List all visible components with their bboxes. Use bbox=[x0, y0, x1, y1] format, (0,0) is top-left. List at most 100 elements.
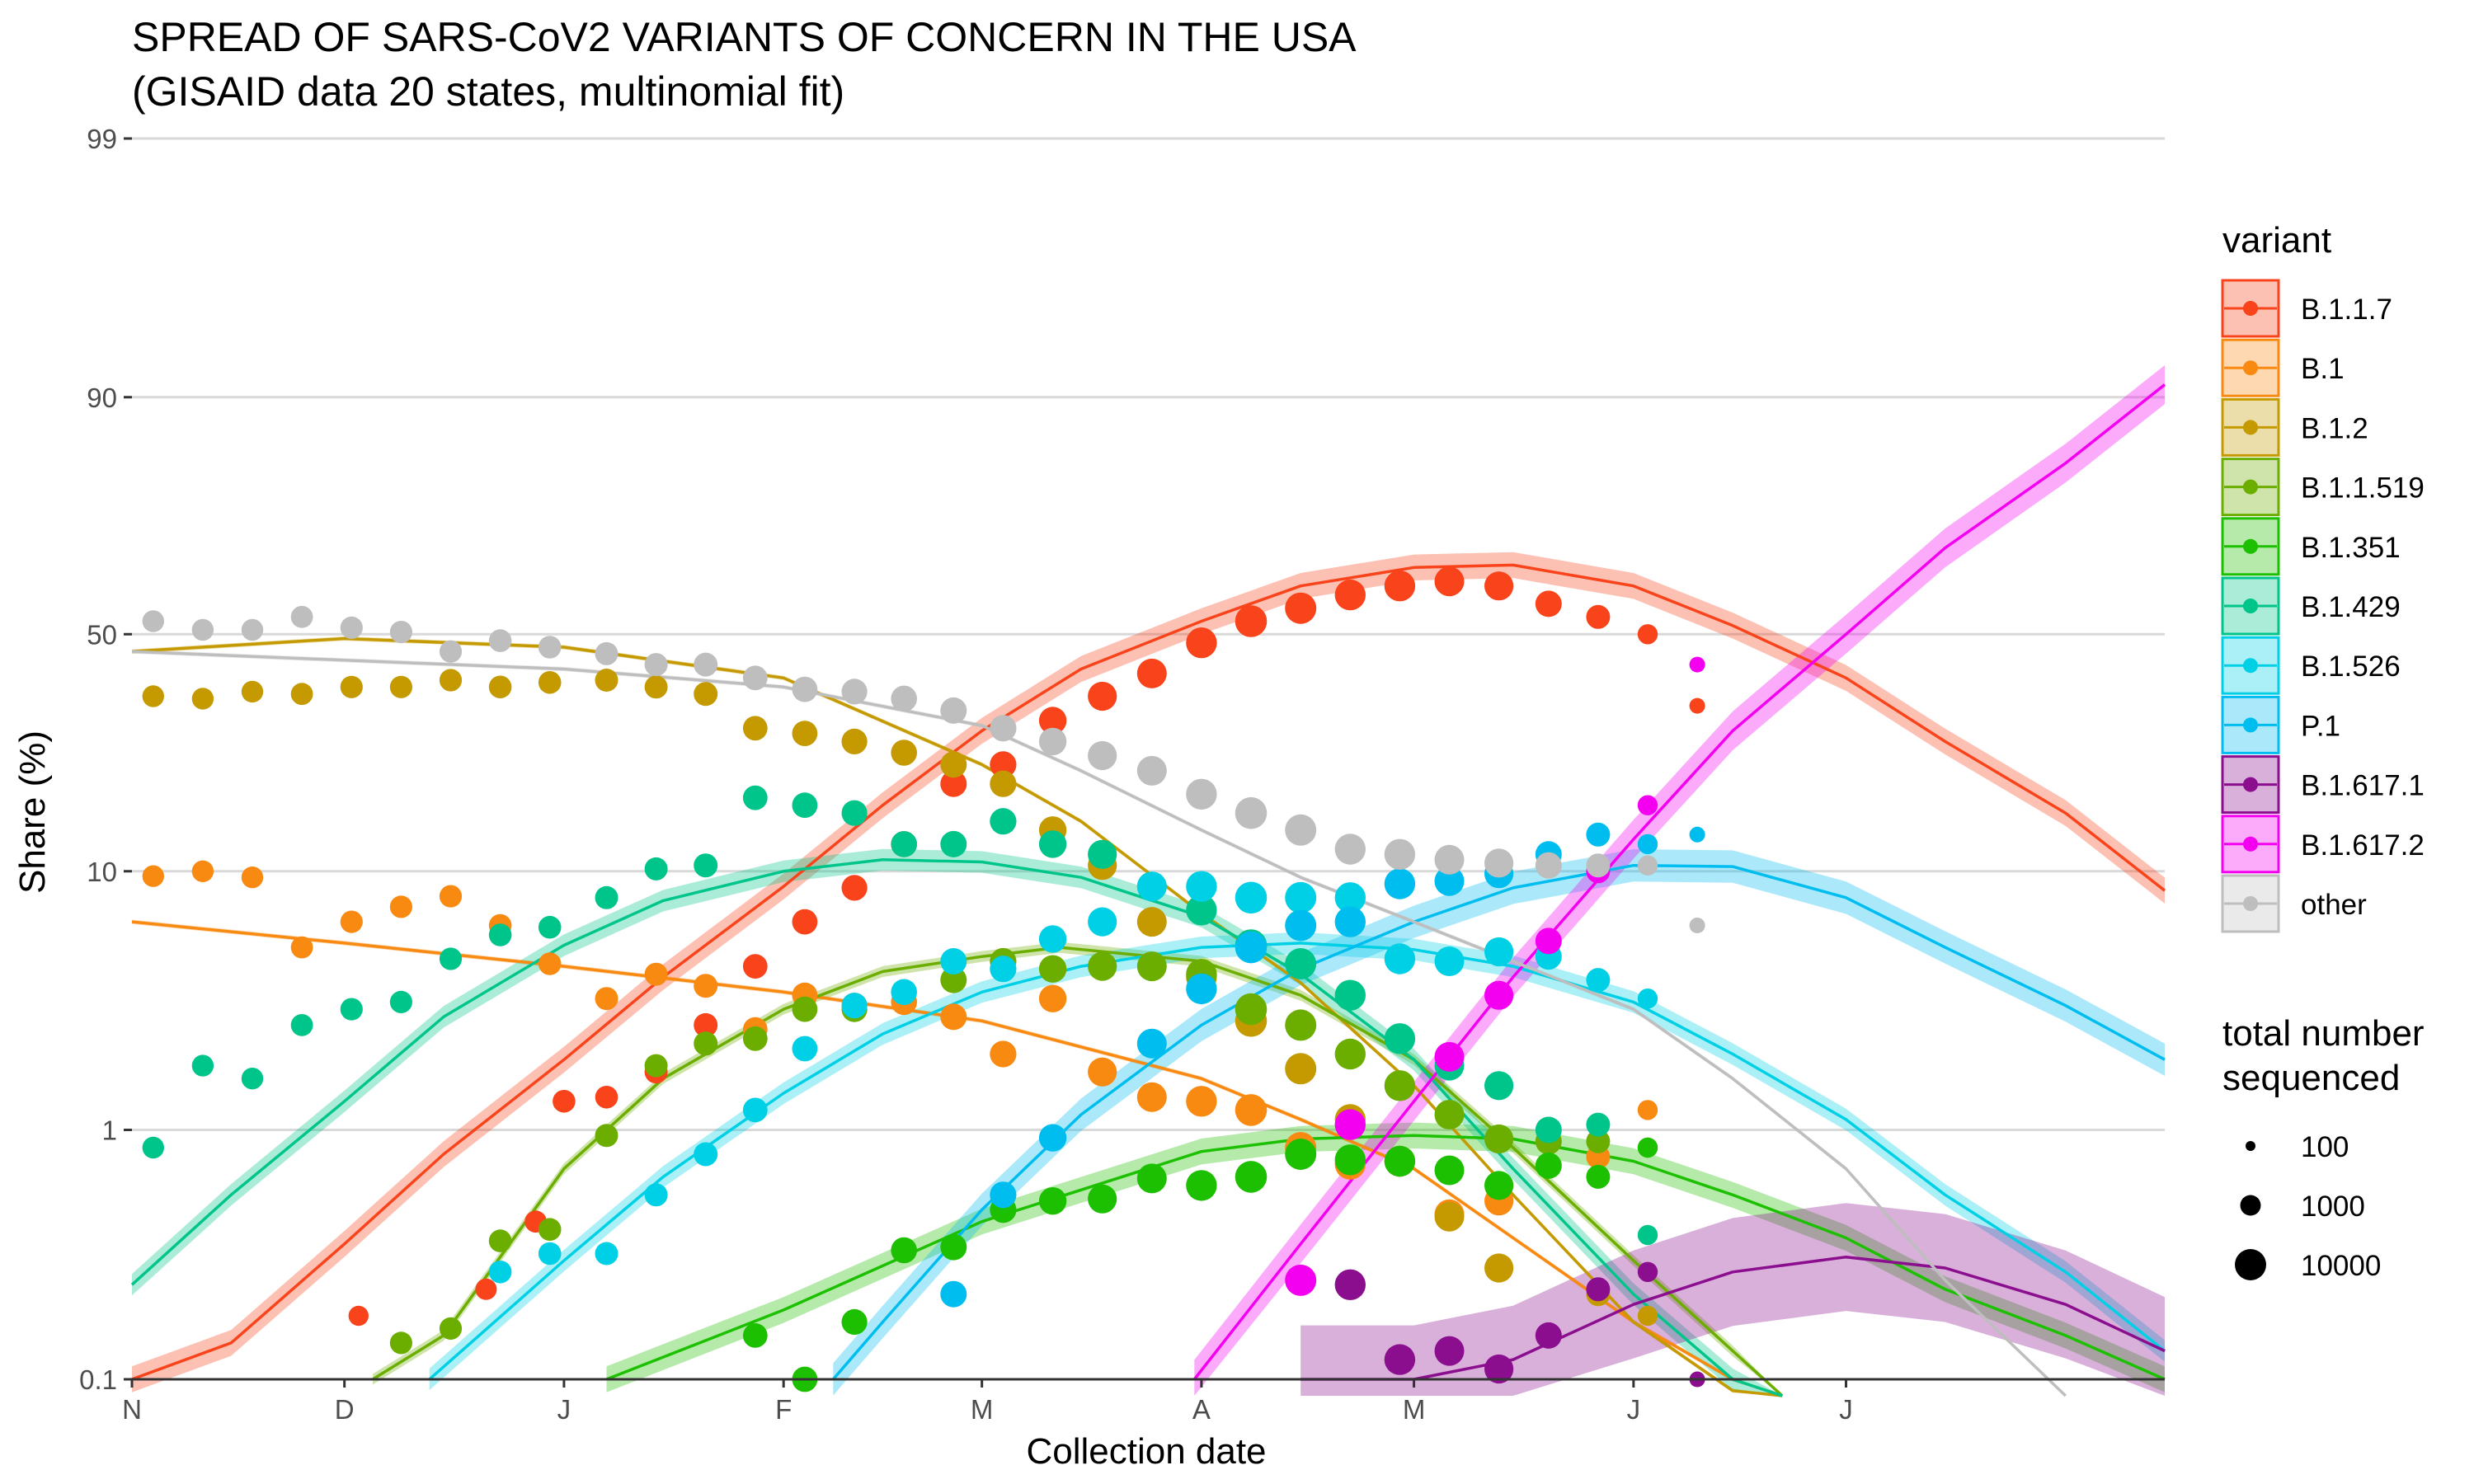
point-B.1.617.2 bbox=[1637, 795, 1658, 815]
point-other bbox=[990, 715, 1017, 742]
point-B.1.429 bbox=[1088, 839, 1117, 869]
point-B.1.1.519 bbox=[1285, 1009, 1317, 1041]
point-B.1.1.519 bbox=[488, 1229, 512, 1252]
point-B.1.351 bbox=[1285, 1139, 1317, 1170]
point-B.1.617.1 bbox=[1637, 1261, 1658, 1283]
point-B.1.526 bbox=[940, 948, 967, 974]
fit-line-other bbox=[131, 650, 2067, 1397]
band-B.1.351 bbox=[606, 1122, 2165, 1392]
point-B.1.429 bbox=[1038, 830, 1067, 858]
x-tick-label: A bbox=[1192, 1394, 1211, 1425]
point-B.1.429 bbox=[1334, 979, 1366, 1011]
point-B.1.2 bbox=[990, 770, 1017, 797]
point-B.1.351 bbox=[841, 1308, 868, 1336]
point-B.1.526 bbox=[1384, 943, 1416, 974]
point-B.1.526 bbox=[488, 1261, 512, 1284]
point-other bbox=[290, 605, 313, 628]
point-B.1.429 bbox=[891, 831, 917, 857]
y-tick-label: 50 bbox=[87, 619, 117, 650]
point-B.1 bbox=[290, 936, 313, 959]
point-other bbox=[1586, 853, 1611, 878]
point-other bbox=[538, 636, 562, 659]
point-P.1 bbox=[1637, 834, 1658, 855]
point-B.1.429 bbox=[538, 915, 562, 939]
point-B.1.2 bbox=[538, 671, 562, 694]
point-B.1 bbox=[940, 1003, 967, 1031]
point-B.1.1.7 bbox=[792, 909, 818, 935]
x-tick-label: D bbox=[335, 1394, 355, 1425]
point-P.1 bbox=[1136, 1028, 1167, 1059]
y-tick-label: 99 bbox=[87, 124, 117, 154]
point-B.1.351 bbox=[891, 1237, 917, 1264]
point-P.1 bbox=[940, 1280, 967, 1308]
point-B.1.1.7 bbox=[1235, 605, 1268, 637]
point-B.1.617.2 bbox=[1285, 1264, 1317, 1296]
y-tick-label: 1 bbox=[102, 1115, 117, 1146]
point-other bbox=[1637, 855, 1658, 876]
legend-dot-B.1.1.7 bbox=[2243, 301, 2258, 316]
point-B.1.526 bbox=[990, 956, 1017, 983]
point-B.1 bbox=[1088, 1057, 1117, 1087]
point-B.1.617.1 bbox=[1484, 1354, 1514, 1384]
point-B.1.1.7 bbox=[1637, 624, 1658, 645]
point-other bbox=[1384, 838, 1416, 870]
point-P.1 bbox=[1586, 822, 1611, 847]
point-B.1.1.7 bbox=[1384, 571, 1416, 602]
point-other bbox=[1434, 844, 1465, 875]
point-B.1.429 bbox=[1586, 1112, 1611, 1137]
legend-label-B.1.526: B.1.526 bbox=[2301, 650, 2401, 683]
point-B.1.2 bbox=[644, 675, 668, 699]
point-B.1.1.7 bbox=[1088, 681, 1117, 711]
point-B.1.617.1 bbox=[1586, 1277, 1611, 1302]
point-P.1 bbox=[1689, 826, 1705, 843]
legend-label-B.1.2: B.1.2 bbox=[2301, 412, 2368, 444]
x-tick-label: F bbox=[775, 1394, 792, 1425]
band-B.1.617.1 bbox=[1300, 1203, 2165, 1396]
point-B.1.2 bbox=[694, 682, 718, 707]
point-B.1.2 bbox=[488, 675, 512, 699]
chart-subtitle: (GISAID data 20 states, multinomial fit) bbox=[132, 68, 844, 115]
x-tick-label: J bbox=[1839, 1394, 1853, 1425]
legend-dot-B.1.526 bbox=[2243, 658, 2258, 674]
point-B.1.429 bbox=[595, 885, 618, 909]
point-B.1.429 bbox=[241, 1068, 264, 1090]
point-B.1.429 bbox=[488, 923, 512, 946]
legend-title: variant bbox=[2222, 220, 2331, 261]
point-B.1.429 bbox=[1484, 1071, 1514, 1101]
point-other bbox=[241, 618, 264, 641]
point-B.1.2 bbox=[1484, 1253, 1514, 1283]
point-B.1.2 bbox=[841, 728, 868, 755]
point-B.1.2 bbox=[439, 669, 463, 692]
point-P.1 bbox=[1434, 866, 1465, 896]
legend-dot-B.1.351 bbox=[2243, 538, 2258, 554]
point-B.1.351 bbox=[1334, 1144, 1366, 1176]
size-legend-dot bbox=[2246, 1141, 2255, 1151]
point-B.1.429 bbox=[389, 990, 412, 1013]
point-B.1.1.519 bbox=[1136, 951, 1167, 982]
point-other bbox=[439, 640, 463, 663]
point-other bbox=[142, 610, 164, 632]
size-legend-label: 1000 bbox=[2301, 1190, 2365, 1223]
point-B.1.617.1 bbox=[1535, 1322, 1562, 1349]
point-B.1.617.2 bbox=[1689, 656, 1705, 673]
point-B.1.351 bbox=[1088, 1184, 1117, 1214]
point-B.1.351 bbox=[742, 1323, 768, 1348]
point-B.1.351 bbox=[940, 1233, 967, 1261]
y-axis-title: Share (%) bbox=[12, 730, 53, 894]
point-B.1.2 bbox=[241, 680, 264, 703]
point-B.1.1.7 bbox=[348, 1305, 369, 1327]
point-P.1 bbox=[1334, 906, 1366, 937]
point-B.1 bbox=[644, 962, 668, 986]
point-B.1.526 bbox=[1285, 881, 1317, 913]
legend-dot-B.1.617.2 bbox=[2243, 836, 2258, 852]
point-B.1.429 bbox=[644, 857, 668, 881]
point-B.1.1.7 bbox=[990, 751, 1017, 778]
point-B.1.2 bbox=[1434, 1201, 1465, 1232]
point-other bbox=[340, 616, 363, 640]
point-B.1.351 bbox=[1038, 1187, 1067, 1215]
point-B.1.617.1 bbox=[1434, 1336, 1465, 1366]
point-B.1.1.7 bbox=[475, 1278, 497, 1300]
point-B.1.1.7 bbox=[1136, 658, 1167, 688]
point-B.1.2 bbox=[891, 740, 917, 766]
